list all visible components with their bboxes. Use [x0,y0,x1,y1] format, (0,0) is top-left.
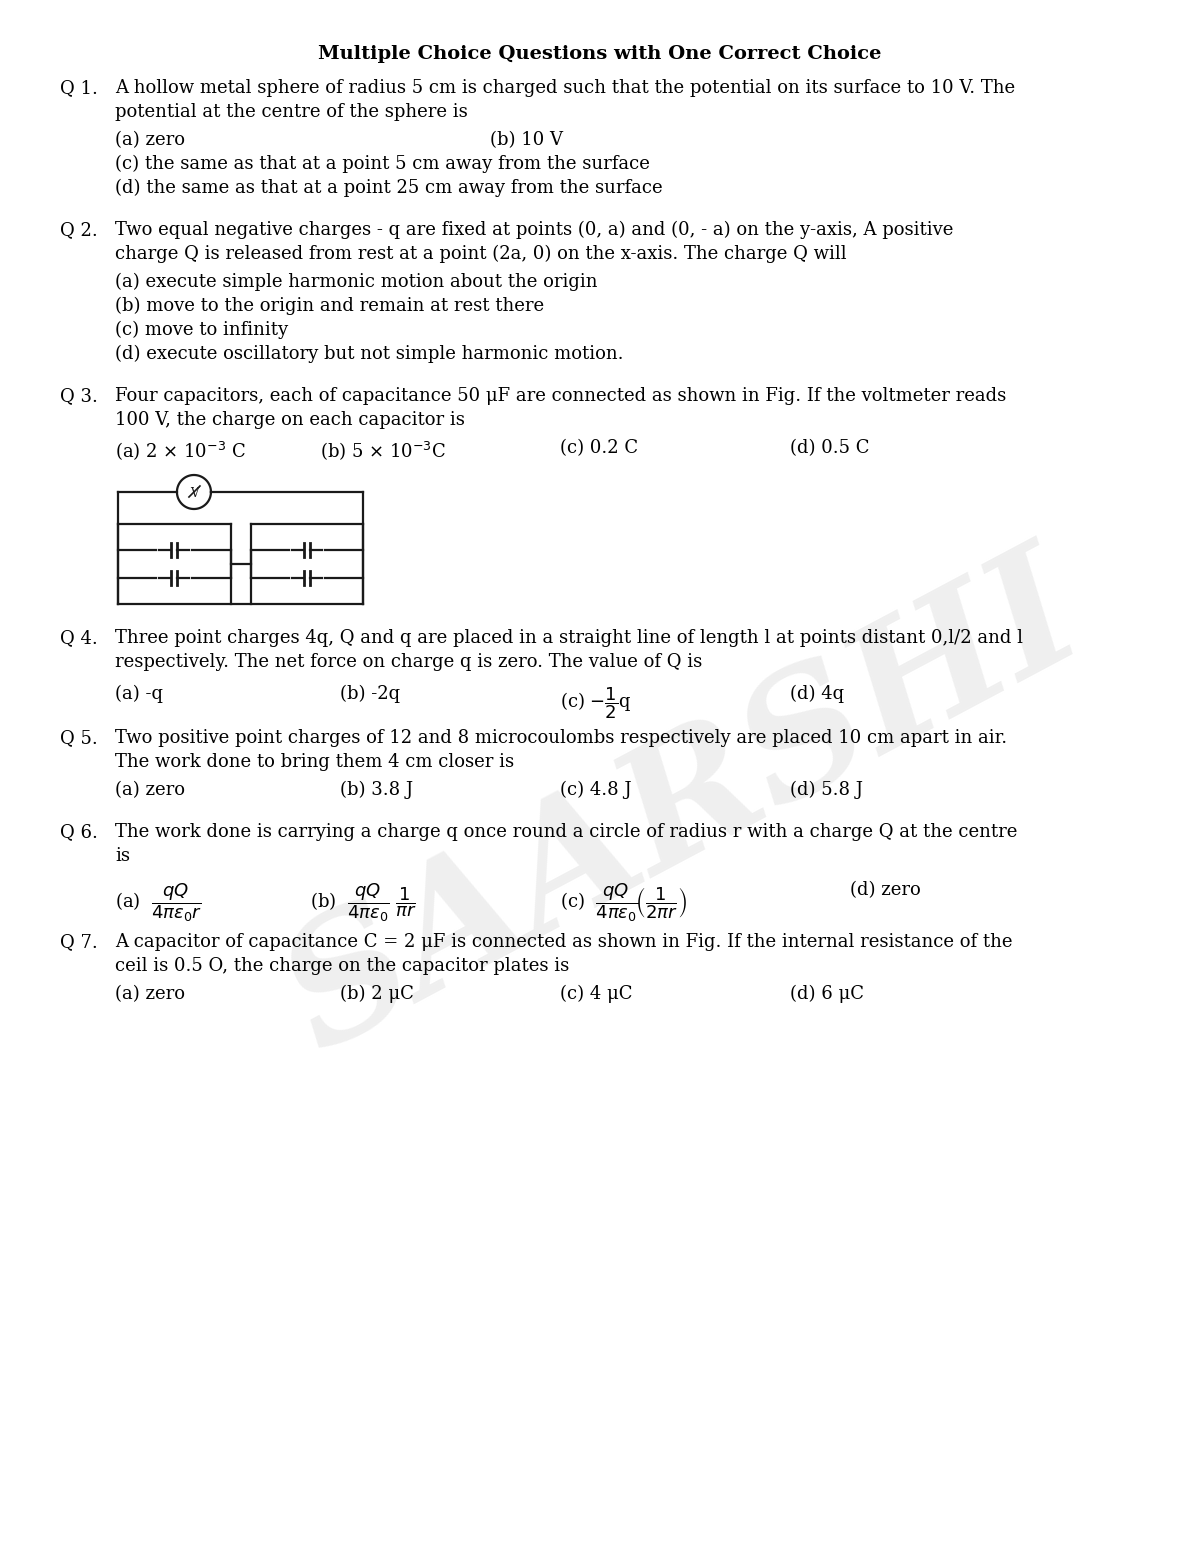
Text: (d) 4q: (d) 4q [790,685,844,704]
Text: (c) 4.8 J: (c) 4.8 J [560,781,631,800]
Text: The work done is carrying a charge q once round a circle of radius r with a char: The work done is carrying a charge q onc… [115,823,1018,842]
Text: SAARSHI: SAARSHI [260,531,1108,1084]
Text: Two equal negative charges - q are fixed at points (0, a) and (0, - a) on the y-: Two equal negative charges - q are fixed… [115,221,953,239]
Text: V: V [190,488,198,500]
Text: (c)  $\dfrac{qQ}{4\pi\varepsilon_0}\!\left(\dfrac{1}{2\pi r}\right)$: (c) $\dfrac{qQ}{4\pi\varepsilon_0}\!\lef… [560,881,686,924]
Text: (c) the same as that at a point 5 cm away from the surface: (c) the same as that at a point 5 cm awa… [115,155,650,174]
Text: (b) 3.8 J: (b) 3.8 J [340,781,413,800]
Text: ceil is 0.5 O, the charge on the capacitor plates is: ceil is 0.5 O, the charge on the capacit… [115,957,569,975]
Text: (c) 4 μC: (c) 4 μC [560,985,632,1003]
Text: (b) move to the origin and remain at rest there: (b) move to the origin and remain at res… [115,297,544,315]
Text: Two positive point charges of 12 and 8 microcoulombs respectively are placed 10 : Two positive point charges of 12 and 8 m… [115,728,1007,747]
Text: (d) 5.8 J: (d) 5.8 J [790,781,863,800]
Text: Q 3.: Q 3. [60,387,98,405]
Text: Q 5.: Q 5. [60,728,97,747]
Text: (a) -q: (a) -q [115,685,163,704]
Text: Three point charges 4q, Q and q are placed in a straight line of length l at poi: Three point charges 4q, Q and q are plac… [115,629,1022,648]
Text: (c) 0.2 C: (c) 0.2 C [560,439,638,457]
Text: is: is [115,846,130,865]
Text: Q 2.: Q 2. [60,221,97,239]
Text: (d) 6 μC: (d) 6 μC [790,985,864,1003]
Text: Multiple Choice Questions with One Correct Choice: Multiple Choice Questions with One Corre… [318,45,882,64]
Text: (a) zero: (a) zero [115,781,185,798]
Text: (a)  $\dfrac{qQ}{4\pi\varepsilon_0 r}$: (a) $\dfrac{qQ}{4\pi\varepsilon_0 r}$ [115,881,202,924]
Text: (b) 5 $\times$ 10$^{-3}$C: (b) 5 $\times$ 10$^{-3}$C [320,439,446,461]
Text: (d) the same as that at a point 25 cm away from the surface: (d) the same as that at a point 25 cm aw… [115,179,662,197]
Text: Q 1.: Q 1. [60,79,98,96]
Text: (d) 0.5 C: (d) 0.5 C [790,439,870,457]
Text: Q 4.: Q 4. [60,629,97,648]
Text: Four capacitors, each of capacitance 50 μF are connected as shown in Fig. If the: Four capacitors, each of capacitance 50 … [115,387,1007,405]
Text: (c) $-\dfrac{1}{2}$q: (c) $-\dfrac{1}{2}$q [560,685,631,721]
Text: 100 V, the charge on each capacitor is: 100 V, the charge on each capacitor is [115,412,464,429]
Text: A capacitor of capacitance C = 2 μF is connected as shown in Fig. If the interna: A capacitor of capacitance C = 2 μF is c… [115,933,1013,950]
Text: (a) 2 $\times$ 10$^{-3}$ C: (a) 2 $\times$ 10$^{-3}$ C [115,439,246,461]
Text: The work done to bring them 4 cm closer is: The work done to bring them 4 cm closer … [115,753,514,770]
Text: (b) -2q: (b) -2q [340,685,400,704]
Text: potential at the centre of the sphere is: potential at the centre of the sphere is [115,102,468,121]
Text: (a) zero: (a) zero [115,985,185,1003]
Text: Q 6.: Q 6. [60,823,98,842]
Text: (c) move to infinity: (c) move to infinity [115,321,288,339]
Text: Q 7.: Q 7. [60,933,97,950]
Text: (a) zero: (a) zero [115,130,185,149]
Text: A hollow metal sphere of radius 5 cm is charged such that the potential on its s: A hollow metal sphere of radius 5 cm is … [115,79,1015,96]
Text: (b) 2 μC: (b) 2 μC [340,985,414,1003]
Text: respectively. The net force on charge q is zero. The value of Q is: respectively. The net force on charge q … [115,652,702,671]
Text: (a) execute simple harmonic motion about the origin: (a) execute simple harmonic motion about… [115,273,598,292]
Text: charge Q is released from rest at a point (2a, 0) on the x-axis. The charge Q wi: charge Q is released from rest at a poin… [115,245,847,264]
Text: (d) zero: (d) zero [850,881,920,899]
Text: (b)  $\dfrac{qQ}{4\pi\varepsilon_0}\ \dfrac{1}{\pi r}$: (b) $\dfrac{qQ}{4\pi\varepsilon_0}\ \dfr… [310,881,416,924]
Text: (d) execute oscillatory but not simple harmonic motion.: (d) execute oscillatory but not simple h… [115,345,624,363]
Text: (b) 10 V: (b) 10 V [490,130,563,149]
